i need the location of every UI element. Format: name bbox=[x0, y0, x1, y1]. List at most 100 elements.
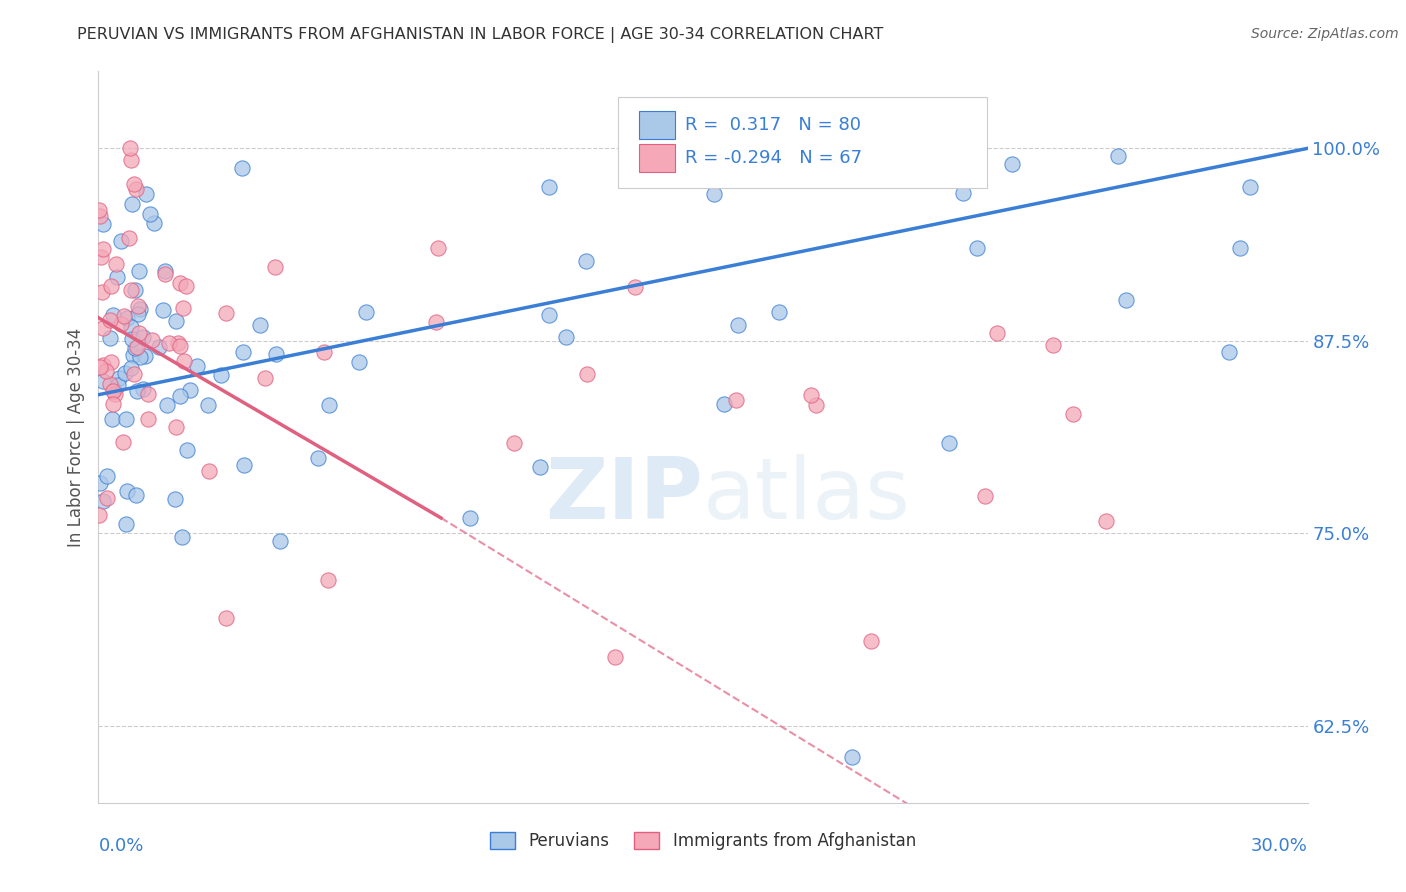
Point bbox=[100, 355, 122, 369]
Point bbox=[169, 389, 191, 403]
Legend: Peruvians, Immigrants from Afghanistan: Peruvians, Immigrants from Afghanistan bbox=[484, 825, 922, 856]
Point bbox=[142, 216, 165, 230]
Point bbox=[141, 333, 163, 347]
Point bbox=[727, 318, 749, 332]
Point bbox=[173, 354, 195, 368]
Point bbox=[129, 350, 152, 364]
Point bbox=[139, 207, 162, 221]
Point bbox=[1229, 242, 1251, 256]
Point bbox=[112, 309, 135, 323]
Point bbox=[165, 314, 187, 328]
Point bbox=[101, 412, 124, 426]
Point bbox=[98, 313, 121, 327]
Point bbox=[124, 177, 146, 191]
Point bbox=[159, 336, 181, 351]
Text: 30.0%: 30.0% bbox=[1251, 837, 1308, 855]
Point bbox=[132, 382, 155, 396]
Point bbox=[974, 489, 997, 503]
Point bbox=[952, 186, 974, 201]
Point bbox=[153, 267, 176, 281]
Point bbox=[127, 299, 149, 313]
Point bbox=[425, 315, 447, 329]
Point bbox=[115, 483, 138, 498]
Point bbox=[105, 270, 128, 285]
Point bbox=[966, 241, 988, 255]
Point bbox=[263, 260, 285, 274]
Point bbox=[104, 257, 127, 271]
Point bbox=[179, 384, 201, 398]
Point bbox=[114, 366, 136, 380]
Point bbox=[554, 330, 576, 344]
Point bbox=[169, 276, 191, 290]
Point bbox=[231, 161, 253, 175]
Point bbox=[859, 634, 882, 648]
Point bbox=[110, 234, 132, 248]
Point bbox=[186, 359, 208, 373]
Point bbox=[172, 301, 194, 315]
Point bbox=[703, 187, 725, 202]
Point bbox=[125, 384, 148, 398]
Point bbox=[98, 376, 121, 391]
FancyBboxPatch shape bbox=[619, 97, 987, 188]
Point bbox=[120, 153, 142, 167]
Point bbox=[172, 530, 194, 544]
Point bbox=[1218, 344, 1240, 359]
Point bbox=[136, 411, 159, 425]
Point bbox=[104, 387, 127, 401]
Point bbox=[124, 367, 146, 381]
Point bbox=[96, 491, 118, 505]
Point bbox=[1042, 338, 1064, 352]
Point bbox=[121, 197, 143, 211]
Point bbox=[93, 242, 115, 256]
Point bbox=[91, 494, 114, 508]
Point bbox=[101, 308, 124, 322]
Point bbox=[165, 491, 187, 506]
Point bbox=[176, 442, 198, 457]
Point bbox=[307, 450, 329, 465]
Point bbox=[127, 340, 149, 354]
Y-axis label: In Labor Force | Age 30-34: In Labor Force | Age 30-34 bbox=[66, 327, 84, 547]
Point bbox=[575, 254, 598, 268]
Point bbox=[156, 398, 179, 412]
Point bbox=[426, 241, 449, 255]
Text: R =  0.317   N = 80: R = 0.317 N = 80 bbox=[685, 116, 860, 134]
Point bbox=[623, 280, 645, 294]
Point bbox=[128, 264, 150, 278]
Point bbox=[134, 350, 156, 364]
Point bbox=[174, 279, 197, 293]
Point bbox=[125, 182, 148, 196]
Point bbox=[1115, 293, 1137, 307]
Point bbox=[460, 511, 482, 525]
Point bbox=[121, 332, 143, 346]
Point bbox=[87, 202, 110, 217]
Point bbox=[1094, 514, 1116, 528]
Point bbox=[94, 364, 117, 378]
Point bbox=[529, 459, 551, 474]
Point bbox=[89, 475, 111, 490]
Point bbox=[232, 345, 254, 359]
Point bbox=[103, 397, 125, 411]
Point bbox=[1001, 157, 1024, 171]
Point bbox=[349, 354, 371, 368]
Point bbox=[124, 283, 146, 297]
Point bbox=[100, 331, 122, 345]
Point bbox=[120, 283, 142, 297]
Point bbox=[986, 326, 1008, 341]
Point bbox=[129, 301, 152, 316]
Point bbox=[91, 358, 114, 372]
Text: Source: ZipAtlas.com: Source: ZipAtlas.com bbox=[1251, 27, 1399, 41]
Point bbox=[91, 374, 114, 388]
Text: R = -0.294   N = 67: R = -0.294 N = 67 bbox=[685, 149, 862, 167]
Point bbox=[91, 217, 114, 231]
Point bbox=[120, 320, 142, 334]
Point bbox=[768, 305, 790, 319]
Point bbox=[215, 611, 238, 625]
Point bbox=[91, 285, 114, 300]
Point bbox=[354, 305, 377, 319]
FancyBboxPatch shape bbox=[638, 111, 675, 138]
Point bbox=[110, 317, 132, 331]
Point bbox=[118, 141, 141, 155]
Point bbox=[713, 397, 735, 411]
Point bbox=[108, 371, 131, 385]
Point bbox=[155, 263, 177, 277]
